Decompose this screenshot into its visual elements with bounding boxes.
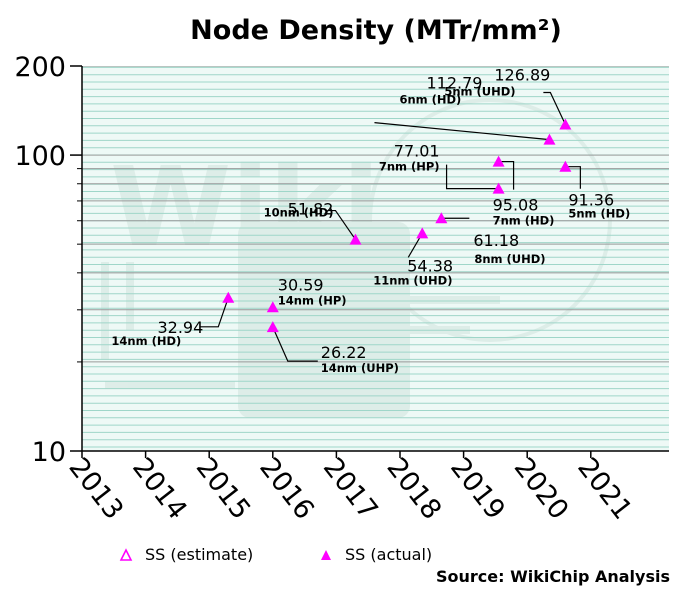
point-node-label: 7nm (HD) bbox=[493, 214, 555, 228]
legend-estimate-marker bbox=[119, 548, 133, 561]
point-node-label: 11nm (UHD) bbox=[373, 273, 452, 287]
point-node-label: 6nm (HD) bbox=[399, 93, 461, 107]
point-value-label: 26.22 bbox=[321, 343, 367, 362]
x-tick-label: 2015 bbox=[190, 452, 257, 525]
point-node-label: 7nm (HP) bbox=[379, 160, 440, 174]
y-axis-ticks: 10 100 200 bbox=[14, 52, 82, 468]
point-node-label: 14nm (UHP) bbox=[321, 361, 399, 375]
annotation-leader-line bbox=[445, 164, 499, 190]
x-tick-label: 2020 bbox=[508, 452, 575, 525]
x-tick-label: 2014 bbox=[126, 452, 193, 525]
legend-actual-marker bbox=[321, 550, 331, 560]
annotation-leader-line bbox=[272, 326, 318, 362]
x-tick-label: 2017 bbox=[317, 452, 384, 525]
point-value-label: 95.08 bbox=[493, 196, 539, 215]
data-point-marker bbox=[435, 212, 448, 224]
data-points bbox=[222, 118, 572, 333]
point-node-label: 5nm (HD) bbox=[568, 207, 630, 221]
point-value-label: 54.38 bbox=[407, 256, 453, 275]
legend: SS (estimate) SS (actual) bbox=[119, 545, 432, 564]
point-value-label: 91.36 bbox=[568, 191, 614, 210]
point-value-label: 77.01 bbox=[394, 142, 440, 161]
data-point-marker bbox=[559, 160, 572, 172]
x-tick-label: 2016 bbox=[253, 452, 320, 525]
point-value-label: 32.94 bbox=[157, 318, 203, 337]
watermark-circuit-traces bbox=[101, 262, 500, 389]
point-node-label: 14nm (HD) bbox=[111, 334, 181, 348]
source-note: Source: WikiChip Analysis bbox=[436, 567, 670, 586]
plot-background bbox=[82, 66, 669, 451]
data-point-marker bbox=[266, 301, 279, 313]
plot-area bbox=[82, 66, 669, 451]
point-value-label: 126.89 bbox=[494, 65, 550, 84]
data-point-marker bbox=[266, 321, 279, 333]
y-tick-label: 200 bbox=[14, 52, 66, 83]
annotation-leader-line bbox=[327, 209, 356, 240]
watermark-globe bbox=[368, 98, 612, 342]
legend-actual-label: SS (actual) bbox=[345, 545, 432, 564]
data-point-marker bbox=[416, 227, 429, 239]
point-value-label: 61.18 bbox=[473, 231, 519, 250]
data-point-marker bbox=[559, 118, 572, 130]
point-node-label: 10nm (HD) bbox=[264, 206, 334, 220]
annotation-leader-line bbox=[374, 122, 550, 141]
x-tick-label: 2019 bbox=[444, 452, 511, 525]
data-point-marker bbox=[222, 291, 235, 303]
legend-estimate-label: SS (estimate) bbox=[145, 545, 253, 564]
data-point-marker bbox=[492, 182, 505, 194]
x-tick-label: 2018 bbox=[380, 452, 447, 525]
y-tick-label: 100 bbox=[14, 141, 66, 172]
point-value-label: 51.82 bbox=[288, 200, 334, 219]
point-node-label: 14nm (HP) bbox=[278, 293, 347, 307]
x-tick-label: 2021 bbox=[571, 452, 638, 525]
grid-lines bbox=[82, 66, 669, 448]
watermark-chip-body bbox=[238, 222, 410, 418]
axes bbox=[81, 66, 669, 452]
data-point-marker bbox=[349, 233, 362, 245]
data-point-marker bbox=[492, 155, 505, 167]
annotation-leader-line bbox=[543, 91, 566, 125]
data-point-marker bbox=[543, 133, 556, 145]
annotation-leader-line bbox=[565, 166, 581, 189]
annotation-leader-line bbox=[498, 160, 515, 190]
y-tick-label: 10 bbox=[32, 437, 66, 468]
chart-title: Node Density (MTr/mm²) bbox=[190, 15, 562, 46]
annotation-leader-line bbox=[200, 297, 229, 328]
point-value-label: 112.79 bbox=[426, 74, 482, 93]
x-tick-label: 2013 bbox=[62, 452, 129, 525]
point-node-label: 8nm (UHD) bbox=[474, 252, 545, 266]
point-value-label: 30.59 bbox=[278, 275, 324, 294]
point-node-label: 5nm (UHD) bbox=[444, 84, 515, 98]
